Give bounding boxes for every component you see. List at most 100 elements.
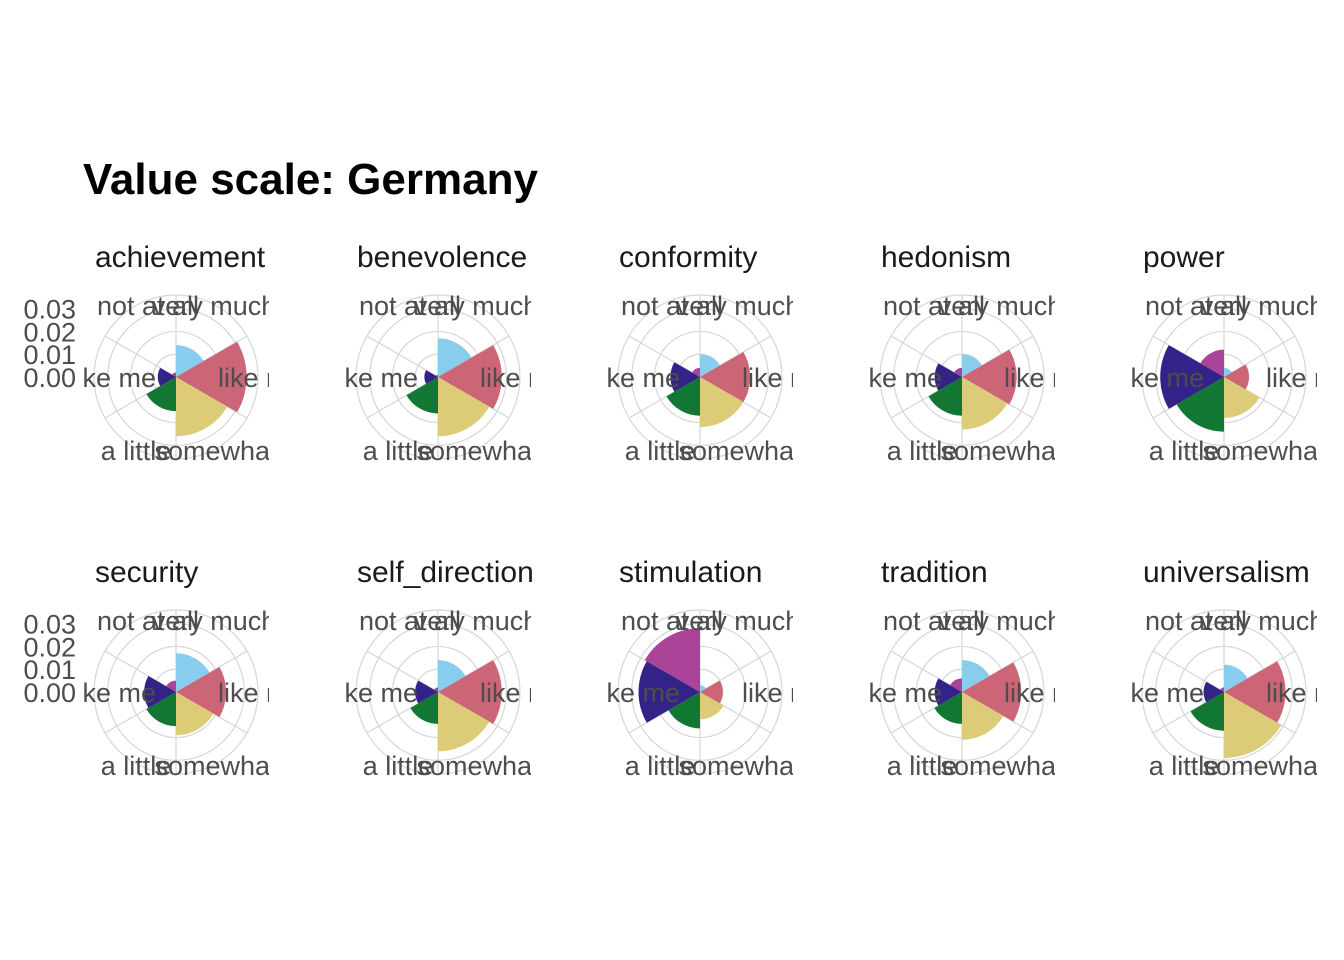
category-label: somewhat [1202,436,1326,466]
wedge-not-at-all-like-me [950,678,962,692]
wedge-a-little-like-me [146,377,176,412]
category-label: not at all [883,291,985,321]
category-label: somewhat [154,436,278,466]
category-label: very much [1200,291,1325,321]
category-label: like m [218,363,289,393]
category-label: very much [152,291,277,321]
wedge-very-much-like-me [1224,367,1232,377]
category-label: very much [676,606,801,636]
grid-spoke [366,650,439,693]
radial-tick-label: 0.03 [23,610,76,640]
category-label: not at all [359,606,461,636]
category-label: ke me [1130,678,1204,708]
wedge-not-at-all-like-me [692,367,700,377]
facet-title: universalism [1143,556,1310,589]
category-label: like m [742,678,813,708]
wedge-not-like-me [157,367,176,387]
category-label: a little [625,436,696,466]
category-label: not at all [97,606,199,636]
wedge-a-little-like-me [1176,377,1224,432]
category-label: ke me [868,678,942,708]
radial-tick-label: 0.01 [23,340,76,370]
wedge-very-much-like-me [1224,664,1248,692]
category-label: very much [938,606,1063,636]
wedge-not-at-all-like-me [166,680,176,692]
category-label: like m [480,678,551,708]
wedge-a-little-like-me [146,692,176,727]
category-label: ke me [606,678,680,708]
category-label: not at all [621,606,723,636]
grid-spoke [104,335,177,378]
wedge-not-like-me [424,370,438,384]
wedge-like-me [176,666,227,718]
wedge-somewhat-like-me [700,692,724,720]
facet-title: achievement [95,241,266,274]
category-label: not at all [359,291,461,321]
facet-title: power [1143,241,1225,274]
category-label: somewhat [678,436,802,466]
radial-tick-label: 0.03 [23,295,76,325]
category-label: ke me [344,363,418,393]
wedge-like-me [438,345,502,409]
wedge-like-me [700,680,723,704]
grid-spoke [366,335,439,378]
wedge-somewhat-like-me [176,377,228,437]
category-label: like m [742,363,813,393]
category-label: like m [480,363,551,393]
wedge-not-like-me [1203,681,1224,703]
category-label: not at all [1145,606,1247,636]
wedge-a-little-like-me [410,692,438,724]
category-label: very much [414,606,539,636]
wedge-a-little-like-me [1190,692,1224,731]
category-label: a little [363,751,434,781]
radial-tick-label: 0.00 [23,678,76,708]
category-label: somewhat [416,751,540,781]
category-label: very much [938,291,1063,321]
wedge-not-like-me [1160,345,1224,409]
category-label: ke me [344,678,418,708]
wedge-like-me [962,349,1017,405]
facet-title: self_direction [357,556,534,589]
wedge-like-me [1224,661,1286,723]
wedge-not-at-all-like-me [1220,687,1224,692]
wedge-a-little-like-me [666,377,700,416]
category-label: a little [363,436,434,466]
radial-tick-label: 0.02 [23,317,76,347]
category-label: not at all [883,606,985,636]
category-label: ke me [82,363,156,393]
category-label: a little [1149,436,1220,466]
category-label: somewhat [678,751,802,781]
grid-spoke [104,650,177,693]
category-label: somewhat [940,436,1064,466]
wedge-very-much-like-me [176,345,204,377]
category-label: very much [152,606,277,636]
facet-title: security [95,556,198,589]
wedge-not-like-me [934,678,962,706]
facet-title: hedonism [881,241,1011,274]
wedge-a-little-like-me [934,692,962,724]
wedge-not-at-all-like-me [436,374,438,377]
category-label: like m [1266,363,1337,393]
wedge-somewhat-like-me [438,377,490,437]
facet-title: stimulation [619,556,762,589]
wedge-very-much-like-me [700,354,720,377]
wedge-not-like-me [144,676,176,708]
wedge-not-at-all-like-me [1200,349,1224,377]
category-label: ke me [82,678,156,708]
wedge-not-like-me [670,362,700,392]
category-label: a little [101,436,172,466]
